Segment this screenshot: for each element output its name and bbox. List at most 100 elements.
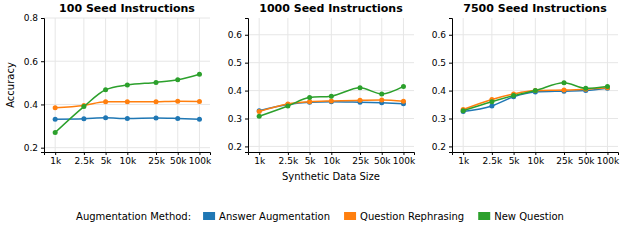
grid-line bbox=[331, 18, 332, 152]
panel: 1k2.5k5k10k25k50k100k0.20.30.40.50.61000… bbox=[228, 2, 416, 182]
y-axis: 0.20.30.40.50.6 bbox=[228, 19, 249, 153]
tick-label: 100k bbox=[189, 156, 212, 166]
tick-mark bbox=[55, 152, 56, 155]
tick-label: 2.5k bbox=[279, 156, 299, 166]
point bbox=[329, 94, 334, 99]
tick: 0.4 bbox=[228, 86, 248, 96]
tick-mark bbox=[106, 152, 107, 155]
tick-label: 25k bbox=[556, 156, 573, 166]
point bbox=[257, 109, 262, 114]
tick: 1k bbox=[458, 152, 470, 166]
tick-mark bbox=[449, 146, 452, 147]
tick-mark bbox=[178, 152, 179, 155]
tick: 0.6 bbox=[228, 30, 248, 40]
point bbox=[307, 100, 312, 105]
tick-mark bbox=[382, 152, 383, 155]
grid-line bbox=[199, 18, 200, 152]
tick: 2.5k bbox=[75, 152, 95, 166]
tick: 0.8 bbox=[24, 13, 44, 23]
tick-label: 0.5 bbox=[228, 58, 242, 68]
point bbox=[461, 109, 466, 114]
tick-label: 0.6 bbox=[24, 57, 39, 67]
legend-entry: New Question bbox=[494, 211, 564, 222]
tick-mark bbox=[156, 152, 157, 155]
grid-line bbox=[248, 34, 414, 35]
point bbox=[562, 80, 567, 85]
tick-label: 100k bbox=[393, 156, 416, 166]
grid-line bbox=[248, 90, 414, 91]
tick: 25k bbox=[556, 152, 573, 166]
tick: 0.3 bbox=[228, 114, 248, 124]
tick-label: 0.6 bbox=[228, 30, 243, 40]
axis-line bbox=[449, 19, 453, 153]
plot-area bbox=[257, 84, 406, 119]
legend-entry: Question Rephrasing bbox=[360, 211, 464, 222]
grid-line bbox=[156, 18, 157, 152]
point bbox=[125, 99, 130, 104]
tick: 1k bbox=[50, 152, 62, 166]
point bbox=[285, 103, 290, 108]
point bbox=[533, 88, 538, 93]
grid-line bbox=[452, 118, 618, 119]
tick-mark bbox=[245, 63, 248, 64]
tick: 50k bbox=[374, 152, 391, 166]
tick-mark bbox=[259, 152, 260, 155]
tick-mark bbox=[586, 152, 587, 155]
point bbox=[154, 80, 159, 85]
tick: 5k bbox=[509, 152, 521, 166]
point bbox=[562, 88, 567, 93]
grid-line bbox=[463, 18, 464, 152]
tick: 0.6 bbox=[24, 57, 44, 67]
point bbox=[511, 93, 516, 98]
grid-line bbox=[452, 62, 618, 63]
chart: 1k2.5k5k10k25k50k100k0.20.40.60.8100 See… bbox=[0, 0, 640, 227]
point bbox=[257, 108, 262, 113]
tick-mark bbox=[564, 152, 565, 155]
point bbox=[583, 87, 588, 92]
tick: 0.4 bbox=[432, 86, 452, 96]
tick: 0.6 bbox=[432, 30, 452, 40]
y-axis: 0.2 0.4 0.6 0.8 bbox=[24, 13, 45, 153]
tick: 10k bbox=[323, 152, 340, 166]
tick-mark bbox=[514, 152, 515, 155]
axis-line bbox=[45, 153, 211, 156]
point bbox=[53, 105, 58, 110]
tick: 0.2 bbox=[432, 142, 452, 152]
title: 1000 Seed Instructions bbox=[259, 2, 403, 15]
tick-mark bbox=[41, 61, 44, 62]
tick: 50k bbox=[170, 152, 187, 166]
axis-line bbox=[453, 153, 619, 156]
tick-label: 0.2 bbox=[24, 143, 38, 153]
point bbox=[307, 95, 312, 100]
x-axis: 1k2.5k5k10k25k50k100k bbox=[45, 152, 212, 166]
x-axis: 1k2.5k5k10k25k50k100k bbox=[249, 152, 416, 166]
tick: 5k bbox=[101, 152, 113, 166]
tick: 1k bbox=[254, 152, 266, 166]
tick-label: 0.6 bbox=[432, 30, 447, 40]
grid bbox=[44, 18, 210, 152]
legend-swatch bbox=[344, 212, 356, 220]
tick: 0.4 bbox=[24, 100, 44, 110]
point bbox=[533, 88, 538, 93]
point bbox=[103, 87, 108, 92]
point bbox=[329, 98, 334, 103]
grid-line bbox=[44, 18, 210, 19]
series-line bbox=[463, 88, 607, 111]
tick-label: 0.8 bbox=[24, 13, 39, 23]
y-axis-label: Accuracy bbox=[5, 62, 16, 108]
tick-label: 1k bbox=[254, 156, 266, 166]
tick-mark bbox=[463, 152, 464, 155]
tick-label: 5k bbox=[509, 156, 521, 166]
tick-mark bbox=[449, 63, 452, 64]
tick-label: 10k bbox=[527, 156, 544, 166]
point bbox=[125, 116, 130, 121]
point bbox=[154, 99, 159, 104]
point bbox=[401, 99, 406, 104]
tick-mark bbox=[449, 119, 452, 120]
tick: 100k bbox=[189, 152, 212, 166]
grid bbox=[452, 18, 618, 152]
point bbox=[197, 99, 202, 104]
grid-line bbox=[452, 146, 618, 147]
tick-label: 2.5k bbox=[75, 156, 95, 166]
tick-label: 0.3 bbox=[432, 114, 446, 124]
